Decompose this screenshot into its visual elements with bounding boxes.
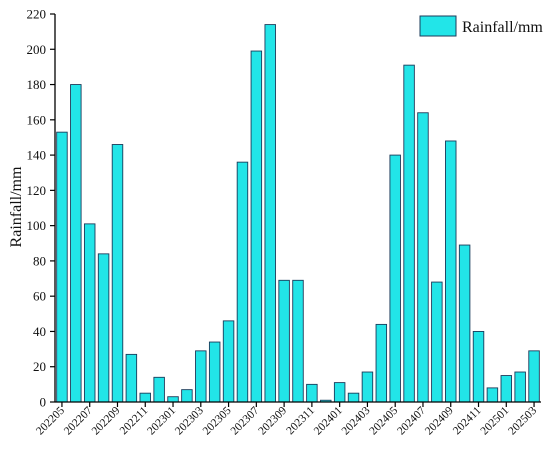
y-tick-label: 160 [27, 112, 47, 127]
bar [347, 392, 360, 403]
x-tick-label: 202305 [201, 404, 234, 437]
bar [431, 281, 443, 403]
y-tick-label: 180 [27, 77, 47, 92]
bar [56, 131, 68, 403]
bar [514, 371, 526, 403]
y-tick-label: 60 [33, 289, 46, 304]
bar [333, 382, 346, 403]
x-tick-label: 202307 [229, 404, 262, 437]
x-tick-label: 202207 [62, 404, 95, 437]
x-tick-label: 202401 [312, 404, 345, 437]
bars-group [56, 24, 540, 403]
y-tick-label: 220 [27, 7, 47, 22]
y-tick-label: 0 [40, 395, 47, 410]
bar [83, 223, 96, 403]
x-tick-label: 202301 [145, 404, 178, 437]
bar [278, 279, 290, 403]
bar [125, 353, 138, 403]
bar [389, 154, 401, 403]
y-tick-label: 20 [33, 359, 46, 374]
x-tick-label: 202407 [395, 404, 428, 437]
x-tick-label: 202501 [479, 404, 512, 437]
y-tick-label: 40 [33, 324, 46, 339]
bar [139, 392, 151, 403]
bar [292, 279, 304, 403]
bar [167, 396, 179, 403]
bar [445, 140, 457, 403]
bar [208, 341, 221, 403]
bar [181, 389, 193, 403]
bar [486, 387, 499, 403]
y-axis-title: Rainfall/mm [8, 166, 25, 247]
bar [111, 144, 124, 403]
x-tick-label: 202403 [340, 404, 373, 437]
x-tick-label: 202303 [173, 404, 206, 437]
bar [153, 376, 165, 403]
bar [250, 50, 263, 403]
axes-group [54, 14, 541, 403]
bar [528, 350, 540, 403]
bar [375, 323, 388, 403]
bar [97, 253, 110, 403]
x-tick-label: 202409 [423, 404, 456, 437]
y-tick-label: 100 [27, 218, 47, 233]
bar [264, 24, 276, 403]
bar [472, 331, 485, 403]
y-tick-label: 140 [27, 148, 47, 163]
x-tick-label: 202211 [118, 404, 151, 437]
bar [236, 161, 249, 403]
x-tick-label: 202411 [451, 404, 484, 437]
bar [417, 112, 429, 403]
bar [500, 375, 513, 403]
y-tick-group: 0 20 40 60 80 100 120 140 160 180 200 220 [27, 7, 55, 410]
bar [361, 371, 374, 403]
x-tick-label: 202311 [284, 404, 317, 437]
x-tick-label: 202405 [367, 404, 400, 437]
legend: Rainfall/mm [419, 15, 543, 37]
y-tick-label: 120 [27, 183, 47, 198]
legend-swatch [419, 15, 457, 37]
y-tick-label: 200 [27, 42, 47, 57]
x-tick-label: 202503 [506, 404, 539, 437]
x-tick-label: 202209 [90, 404, 123, 437]
bar [306, 383, 318, 403]
bar [70, 84, 82, 403]
x-tick-label: 202309 [256, 404, 289, 437]
bar [458, 244, 471, 403]
x-tick-group: 2022052022072022092022112023012023032023… [34, 402, 539, 438]
y-tick-label: 80 [33, 253, 46, 268]
bar [403, 64, 415, 403]
bar [195, 350, 207, 403]
bar [222, 320, 235, 403]
legend-label: Rainfall/mm [462, 19, 543, 36]
